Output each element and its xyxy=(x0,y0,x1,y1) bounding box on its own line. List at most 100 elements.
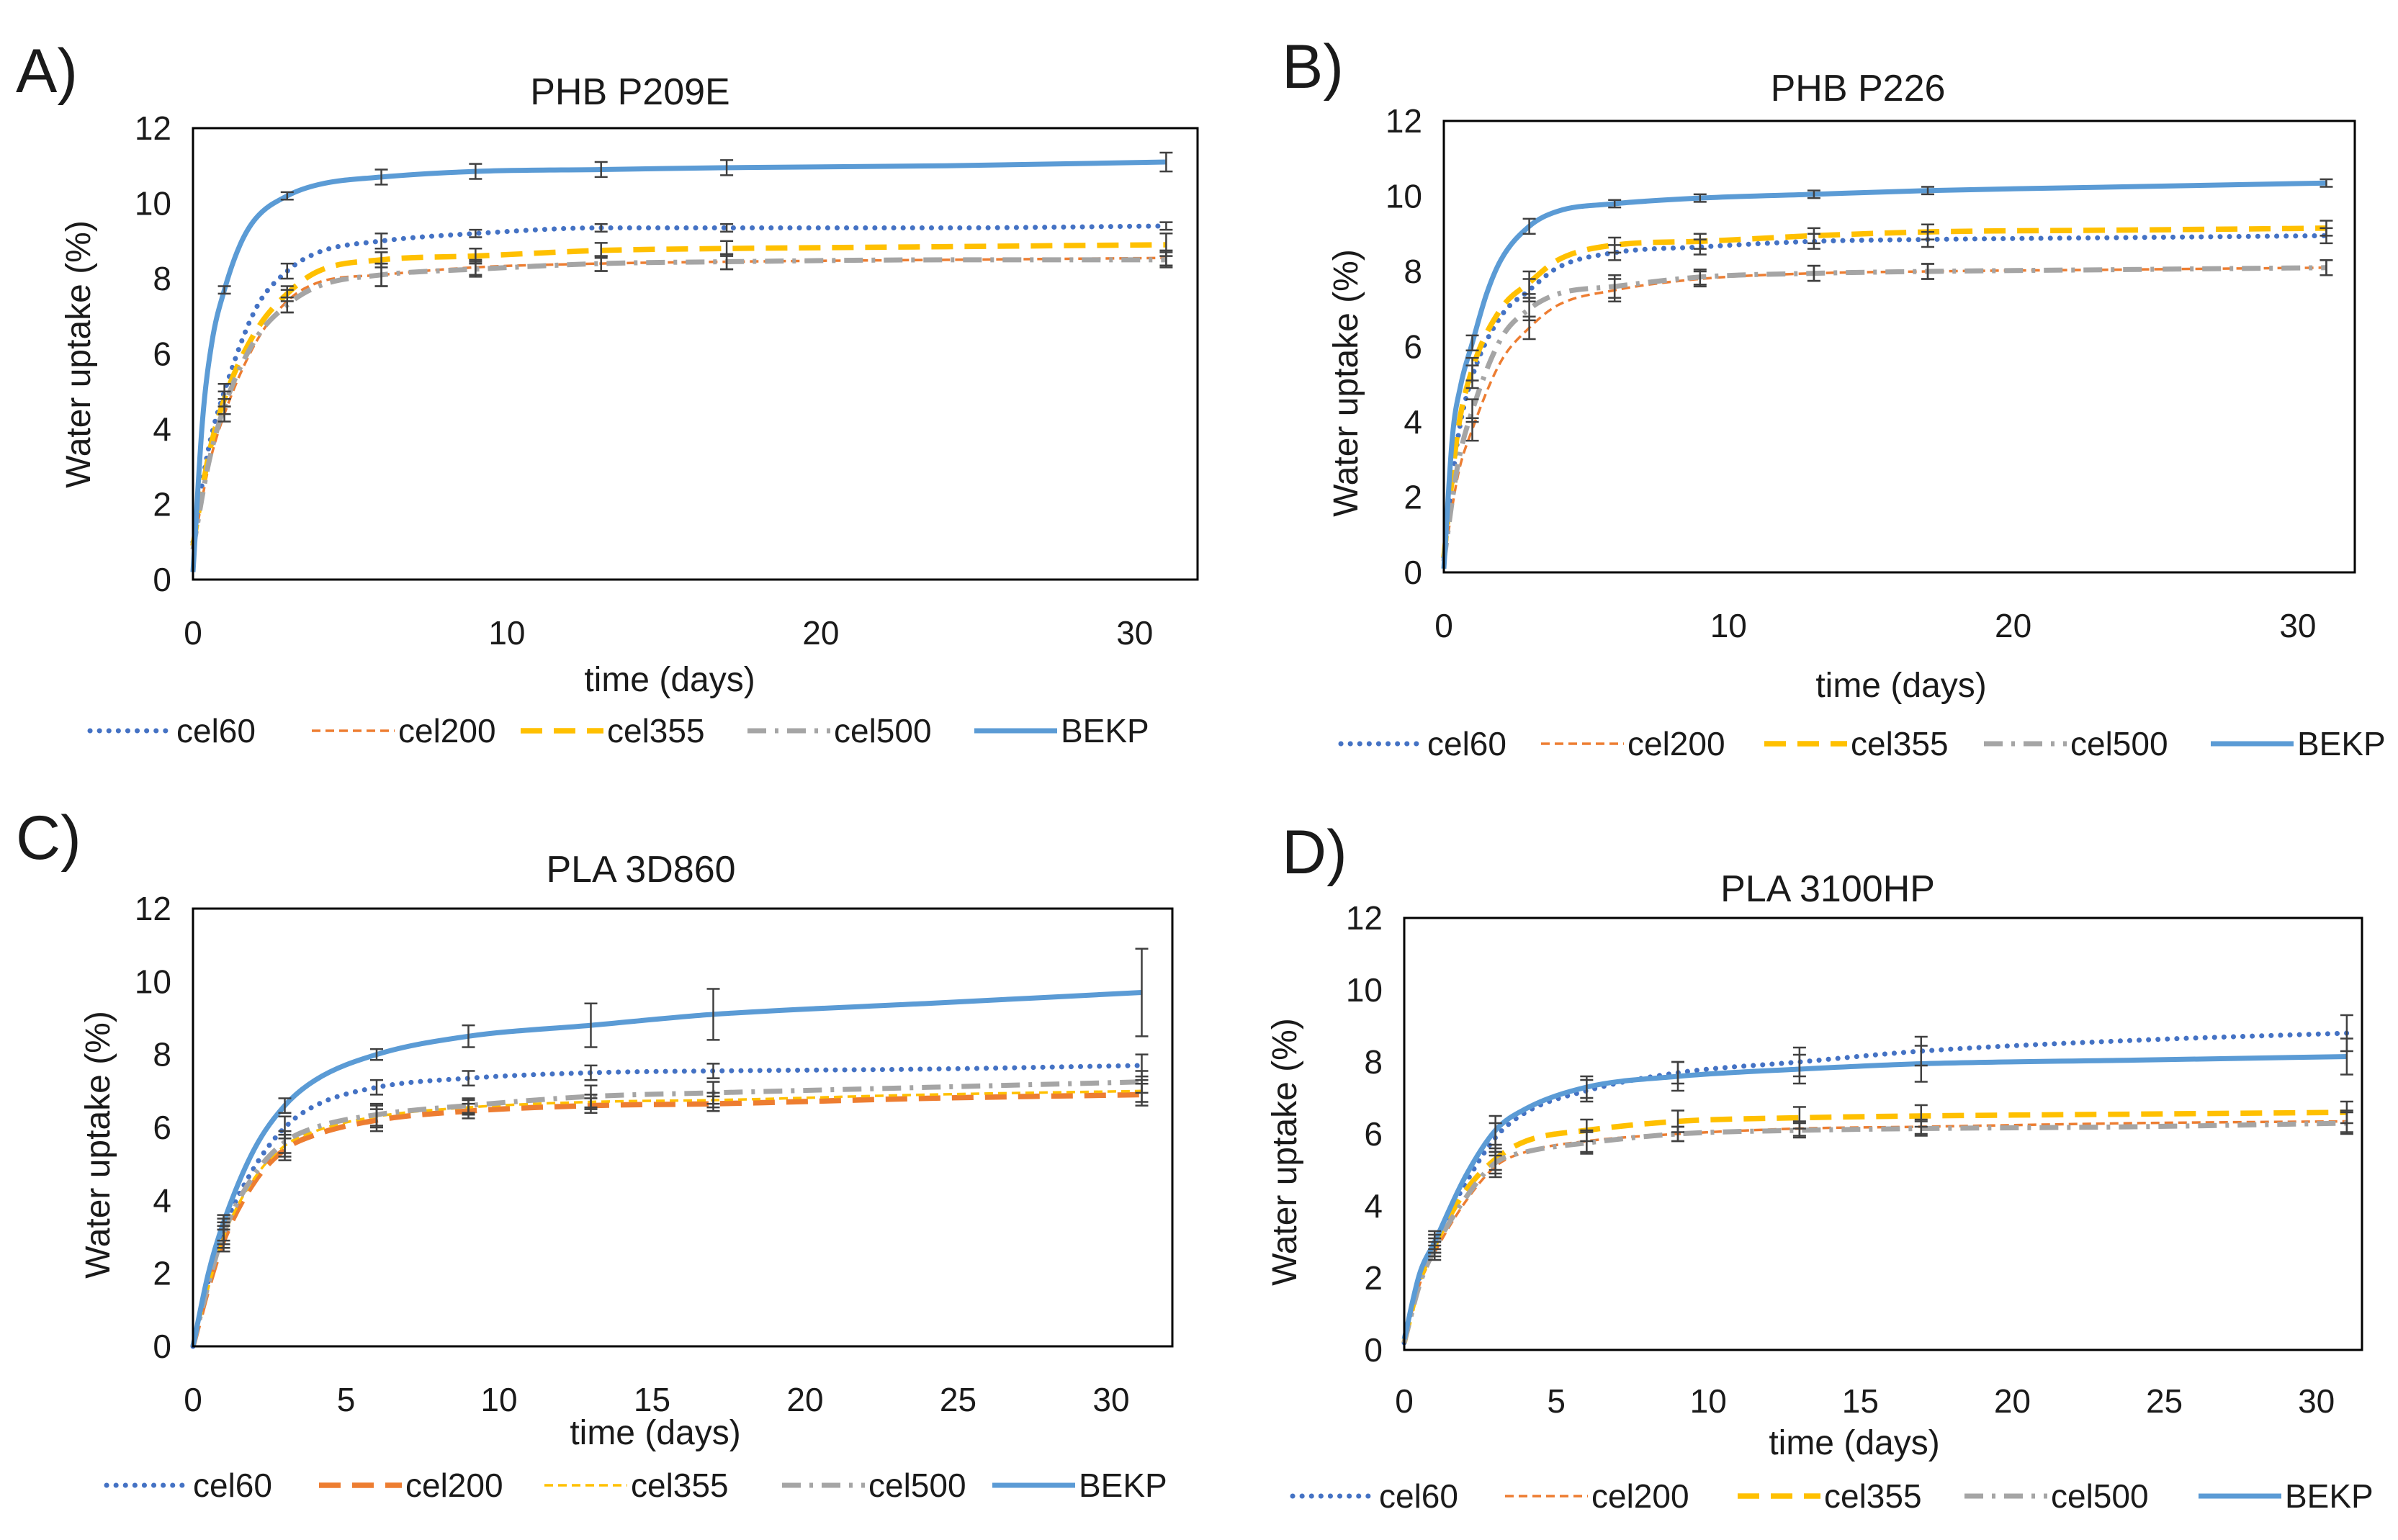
error-bar xyxy=(2340,1037,2353,1076)
error-bar xyxy=(1465,398,1479,423)
legend-label: cel500 xyxy=(868,1467,966,1504)
error-bar xyxy=(2320,259,2333,276)
legend-label: cel60 xyxy=(193,1467,272,1504)
legend-label: cel200 xyxy=(405,1467,503,1504)
error-bars xyxy=(1428,1014,2353,1261)
series-lines xyxy=(1441,180,2329,569)
legend-item-cel355: cel355 xyxy=(521,712,705,749)
legend-label: cel200 xyxy=(398,712,496,749)
x-tick-label: 25 xyxy=(940,1381,976,1418)
legend-label: cel355 xyxy=(1851,725,1949,762)
error-bar xyxy=(469,228,482,238)
x-tick-label: 10 xyxy=(480,1381,517,1418)
series-lines xyxy=(190,990,1144,1349)
error-bar xyxy=(1807,227,1820,245)
legend-label: BEKP xyxy=(2297,725,2386,762)
error-bar xyxy=(584,1064,598,1081)
x-axis-label: time (days) xyxy=(1769,1424,1939,1462)
y-tick-label: 12 xyxy=(1386,102,1422,140)
series-line-cel500 xyxy=(190,1079,1142,1347)
x-axis-label: time (days) xyxy=(570,1414,740,1452)
error-bar xyxy=(1914,1120,1928,1137)
panel-letter: D) xyxy=(1282,818,1347,887)
legend-item-cel200: cel200 xyxy=(1541,725,1725,762)
plot-area xyxy=(1403,917,2363,1351)
error-bar xyxy=(594,161,608,179)
error-bar xyxy=(1693,193,1707,203)
legend-label: cel60 xyxy=(1427,725,1506,762)
x-axis-label: time (days) xyxy=(1815,667,1986,705)
series-line-BEKP xyxy=(190,990,1142,1347)
legend-item-cel500: cel500 xyxy=(1964,1477,2149,1515)
legend: cel60 cel200 cel355 cel500 BEKP xyxy=(104,1467,1167,1504)
legend-item-cel60: cel60 xyxy=(104,1467,272,1504)
error-bar xyxy=(370,1102,383,1127)
y-tick-label: 10 xyxy=(1386,178,1422,215)
plot-area xyxy=(192,907,1174,1348)
y-tick-label: 6 xyxy=(153,336,171,373)
y-tick-label: 8 xyxy=(153,1036,171,1073)
series-line-cel500 xyxy=(1401,1120,2347,1343)
y-tick-label: 2 xyxy=(153,1255,171,1292)
y-axis-label: Water uptake (%) xyxy=(1327,249,1365,517)
error-bar xyxy=(278,1097,292,1114)
x-tick-label: 5 xyxy=(1547,1382,1566,1420)
x-tick-label: 0 xyxy=(1395,1382,1414,1420)
series-line-BEKP xyxy=(1401,1054,2347,1340)
series-line-cel200 xyxy=(1403,1120,2347,1343)
x-tick-labels: 0 5 10 15 20 25 30 xyxy=(184,1381,1129,1418)
legend-label: BEKP xyxy=(1061,712,1149,749)
error-bar xyxy=(469,261,482,278)
error-bar xyxy=(1522,217,1536,235)
error-bar xyxy=(584,1084,598,1109)
error-bar xyxy=(1580,1131,1594,1155)
legend-label: cel355 xyxy=(631,1467,729,1504)
series-line-cel355 xyxy=(190,242,1167,546)
error-bar xyxy=(1807,189,1820,199)
error-bar xyxy=(706,988,720,1041)
error-bar xyxy=(1921,263,1935,280)
y-tick-label: 10 xyxy=(135,963,171,1000)
plot-area xyxy=(192,127,1199,581)
x-tick-label: 10 xyxy=(488,614,525,652)
panel-letter: B) xyxy=(1282,32,1344,102)
legend-item-cel200: cel200 xyxy=(319,1467,503,1504)
legend-label: cel355 xyxy=(1824,1477,1922,1515)
panel-letter: A) xyxy=(16,37,78,106)
y-tick-labels: 0 2 4 6 8 10 12 xyxy=(1386,102,1422,591)
legend: cel60 cel200 cel355 cel500 BEKP xyxy=(87,712,1149,749)
error-bar xyxy=(280,191,294,201)
y-tick-label: 4 xyxy=(1364,1187,1383,1225)
x-tick-label: 20 xyxy=(1994,1382,2031,1420)
error-bar xyxy=(1921,186,1935,196)
legend-item-cel60: cel60 xyxy=(1338,725,1506,762)
series-line-BEKP xyxy=(1441,180,2327,569)
plot-area xyxy=(1442,120,2356,574)
legend-item-BEKP: BEKP xyxy=(2199,1477,2374,1515)
legend-label: cel60 xyxy=(1379,1477,1458,1515)
series-line-cel200 xyxy=(190,1091,1142,1347)
error-bar xyxy=(1488,1115,1502,1146)
y-tick-label: 6 xyxy=(1364,1115,1383,1153)
series-line-cel200 xyxy=(1442,266,2327,562)
error-bar xyxy=(1159,151,1173,173)
chart-title: PLA 3D860 xyxy=(546,849,735,891)
series-line-BEKP xyxy=(190,159,1167,572)
legend-item-cel355: cel355 xyxy=(1738,1477,1922,1515)
legend-item-cel355: cel355 xyxy=(1764,725,1949,762)
x-tick-label: 20 xyxy=(786,1381,823,1418)
x-tick-labels: 0 10 20 30 xyxy=(184,614,1153,652)
legend-item-cel500: cel500 xyxy=(747,712,932,749)
series-line-cel60 xyxy=(190,1063,1144,1349)
legend-item-cel500: cel500 xyxy=(1984,725,2168,762)
error-bar xyxy=(217,1214,230,1231)
error-bar xyxy=(720,222,734,233)
panel-b: B) PHB P226 0 2 4 6 8 10 12 0 10 20 30 time (days… xyxy=(1282,32,2386,762)
legend-label: BEKP xyxy=(1079,1467,1167,1504)
y-tick-label: 4 xyxy=(153,410,171,448)
error-bar xyxy=(1914,1045,1928,1083)
series-line-cel500 xyxy=(1441,265,2327,562)
x-tick-label: 10 xyxy=(1710,607,1747,644)
error-bar xyxy=(1807,264,1820,282)
series-line-cel60 xyxy=(1401,1030,2350,1346)
